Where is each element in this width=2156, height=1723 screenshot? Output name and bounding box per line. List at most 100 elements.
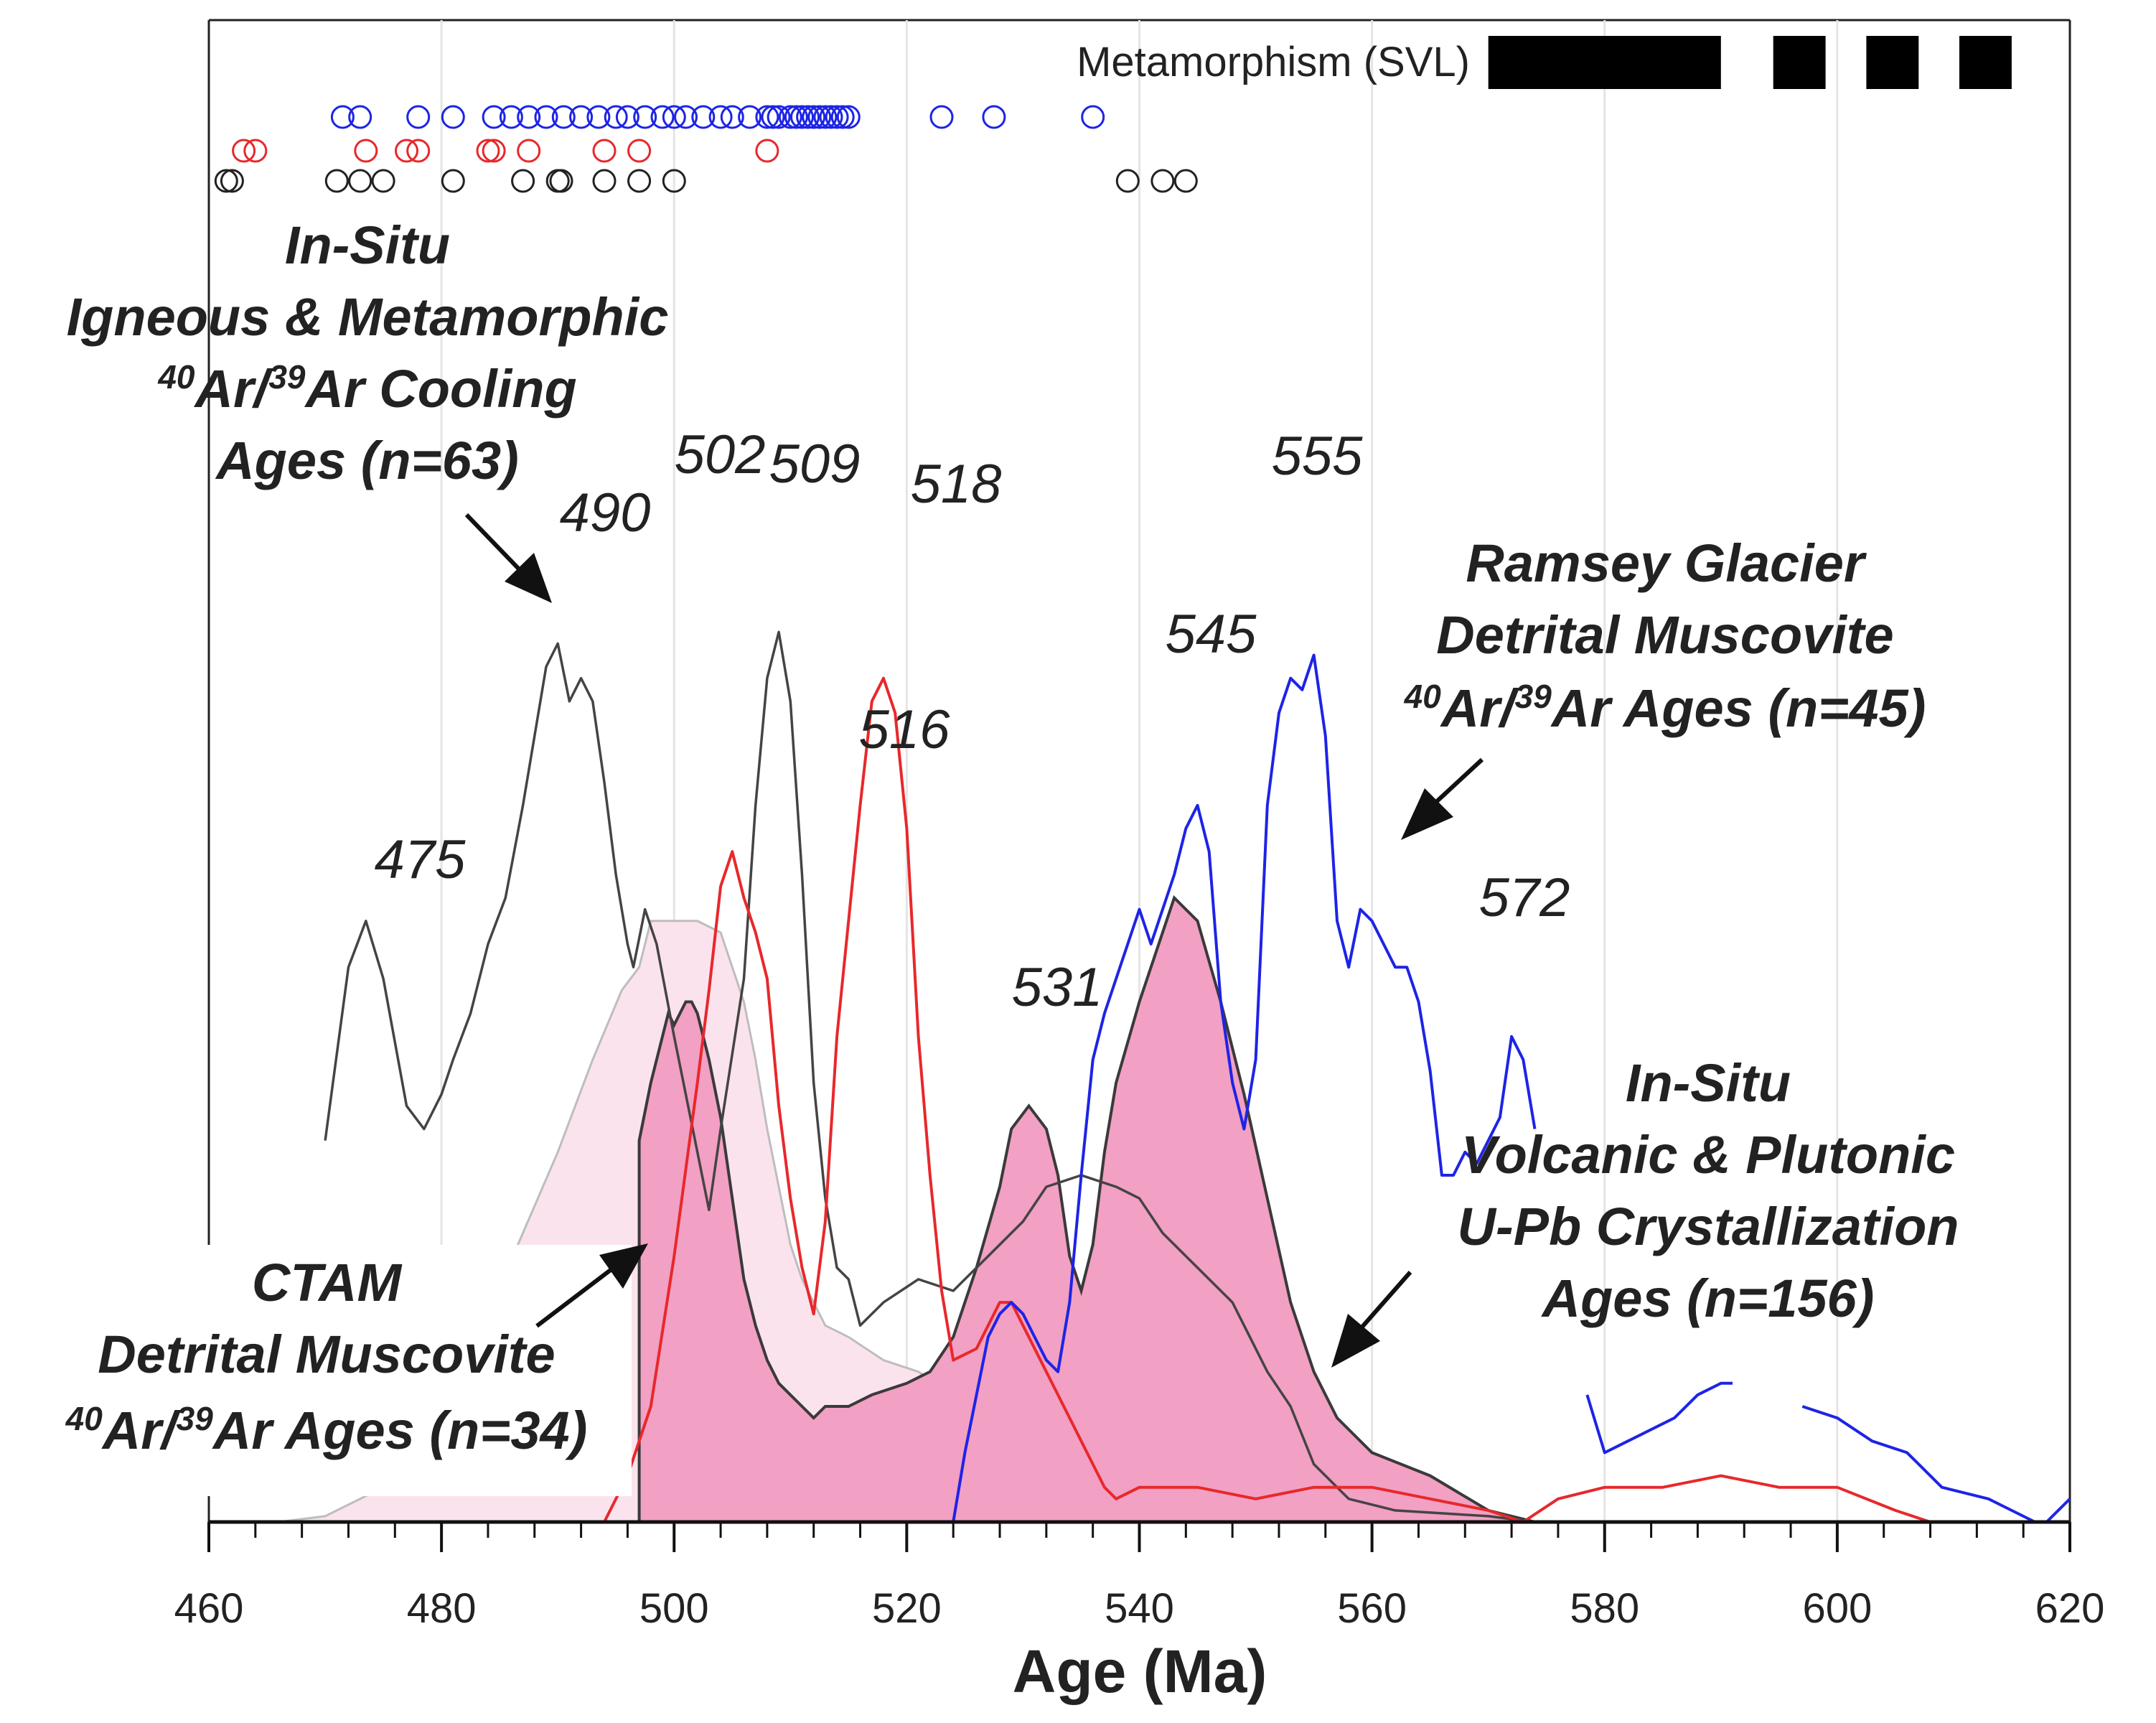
peak-label-490: 490 — [560, 482, 651, 543]
annotation-igneous-sup39: 39 — [268, 358, 306, 396]
age-circle-0-12 — [615, 105, 639, 129]
annotation-ctam-line2: Detrital Muscovite — [98, 1325, 555, 1384]
peak-label-518: 518 — [911, 454, 1002, 515]
annotation-ramsey-line3: 40Ar/39Ar Ages (n=45) — [1404, 678, 1926, 738]
annotation-ctam-sup40: 40 — [65, 1400, 103, 1437]
argon-cooling-line — [324, 630, 1535, 1523]
age-circle-0-18 — [708, 105, 733, 129]
age-circle-2-11 — [662, 169, 686, 193]
arrow-ctam — [535, 1243, 648, 1328]
individual-age-circles — [214, 105, 1198, 193]
age-circle-1-7 — [517, 139, 541, 163]
age-circle-1-0 — [232, 139, 256, 163]
age-circle-0-14 — [650, 105, 675, 129]
age-circle-0-11 — [604, 105, 628, 129]
age-circle-2-10 — [627, 169, 652, 193]
age-circle-0-7 — [534, 105, 558, 129]
age-circle-2-1 — [220, 169, 244, 193]
age-circle-0-3 — [441, 105, 465, 129]
age-circle-2-12 — [1115, 169, 1140, 193]
age-circle-0-15 — [662, 105, 686, 129]
age-circle-1-1 — [243, 139, 268, 163]
metamorphism-bar-group: Metamorphism (SVL) — [1077, 36, 2012, 89]
x-tick-label-520: 520 — [872, 1585, 942, 1632]
annotation-igneous-line4: Ages (n=63) — [215, 431, 519, 490]
annotation-volcanic-line2: Volcanic & Plutonic — [1461, 1125, 1955, 1185]
annotation-ctam-ar1: Ar/ — [101, 1401, 182, 1460]
age-circle-1-2 — [354, 139, 378, 163]
peak-label-509: 509 — [769, 434, 861, 495]
metamorphism-bar-3 — [1959, 36, 2012, 89]
red-detrital-line — [603, 676, 1931, 1523]
metamorphism-bar-0 — [1488, 36, 1721, 89]
annotation-volcanic-line1: In-Situ — [1626, 1053, 1791, 1113]
x-axis-title: Age (Ma) — [1013, 1638, 1267, 1705]
annotation-volcanic-line4: Ages (n=156) — [1541, 1269, 1875, 1328]
age-circle-0-27 — [796, 105, 820, 129]
age-circle-1-5 — [476, 139, 500, 163]
age-circle-0-19 — [720, 105, 744, 129]
age-circle-0-29 — [807, 105, 832, 129]
annotation-ramsey: Ramsey Glacier Detrital Muscovite 40Ar/3… — [1404, 533, 1926, 738]
age-circle-1-3 — [395, 139, 418, 163]
annotation-ctam-line1: CTAM — [252, 1253, 403, 1312]
annotation-volcanic-line3: U-Pb Crystallization — [1458, 1197, 1959, 1256]
age-circle-0-1 — [348, 105, 372, 129]
x-tick-label-600: 600 — [1802, 1585, 1872, 1632]
age-circle-0-28 — [802, 105, 826, 129]
x-tick-label-460: 460 — [174, 1585, 244, 1632]
peak-label-555: 555 — [1272, 426, 1364, 487]
age-circle-0-26 — [790, 105, 814, 129]
metamorphism-bar-2 — [1866, 36, 1919, 89]
annotation-ramsey-line2: Detrital Muscovite — [1436, 605, 1893, 665]
age-circle-2-3 — [348, 169, 372, 193]
age-circle-1-4 — [406, 139, 431, 163]
age-circle-0-36 — [982, 105, 1006, 129]
peak-label-516: 516 — [859, 699, 951, 760]
annotation-ctam: CTAM Detrital Muscovite 40Ar/39Ar Ages (… — [65, 1253, 588, 1460]
x-tick-label-560: 560 — [1337, 1585, 1407, 1632]
age-circle-0-23 — [767, 105, 791, 129]
age-circle-0-25 — [784, 105, 808, 129]
annotation-ramsey-ar1: Ar/ — [1440, 678, 1520, 738]
annotation-igneous-sup40: 40 — [157, 358, 195, 396]
age-circle-0-22 — [761, 105, 785, 129]
age-circle-0-0 — [330, 105, 355, 129]
age-circle-0-2 — [406, 105, 431, 129]
age-circle-1-10 — [755, 139, 779, 163]
ctam-label-background — [32, 1245, 632, 1496]
arrow-igneous — [464, 513, 552, 603]
ramsey-glacier-line-4 — [952, 653, 1537, 1523]
x-tick-label-540: 540 — [1105, 1585, 1174, 1632]
peak-labels: 475 490 502 509 518 516 531 545 555 572 — [375, 424, 1570, 1018]
age-circle-0-37 — [1081, 105, 1105, 129]
annotation-ctam-ar2: Ar Ages (n=34) — [212, 1401, 588, 1460]
upb-crystallization-fill — [637, 895, 1535, 1523]
peak-label-545: 545 — [1166, 604, 1257, 665]
age-circle-0-10 — [586, 105, 611, 129]
age-circle-0-34 — [836, 105, 861, 129]
age-circle-0-33 — [830, 105, 855, 129]
age-circle-0-20 — [738, 105, 762, 129]
annotation-igneous: In-Situ Igneous & Metamorphic 40Ar/39Ar … — [67, 215, 669, 490]
annotation-volcanic: In-Situ Volcanic & Plutonic U-Pb Crystal… — [1458, 1053, 1959, 1328]
annotation-ramsey-sup39: 39 — [1515, 678, 1552, 715]
age-circle-0-31 — [819, 105, 843, 129]
age-circle-0-9 — [569, 105, 594, 129]
age-circle-0-17 — [691, 105, 716, 129]
annotation-igneous-line2: Igneous & Metamorphic — [67, 287, 669, 347]
peak-label-572: 572 — [1479, 867, 1570, 928]
age-circle-2-4 — [371, 169, 395, 193]
metamorphism-bar-1 — [1773, 36, 1826, 89]
age-circle-0-35 — [929, 105, 954, 129]
annotation-igneous-ar2: Ar Cooling — [304, 359, 576, 419]
age-circle-1-6 — [482, 139, 506, 163]
metamorphism-label: Metamorphism (SVL) — [1077, 39, 1470, 85]
arrow-ramsey — [1401, 757, 1484, 840]
annotation-ramsey-line1: Ramsey Glacier — [1466, 533, 1867, 593]
age-circle-2-5 — [441, 169, 465, 193]
age-circle-0-5 — [499, 105, 523, 129]
age-circle-1-9 — [627, 139, 652, 163]
age-circle-2-9 — [592, 169, 617, 193]
